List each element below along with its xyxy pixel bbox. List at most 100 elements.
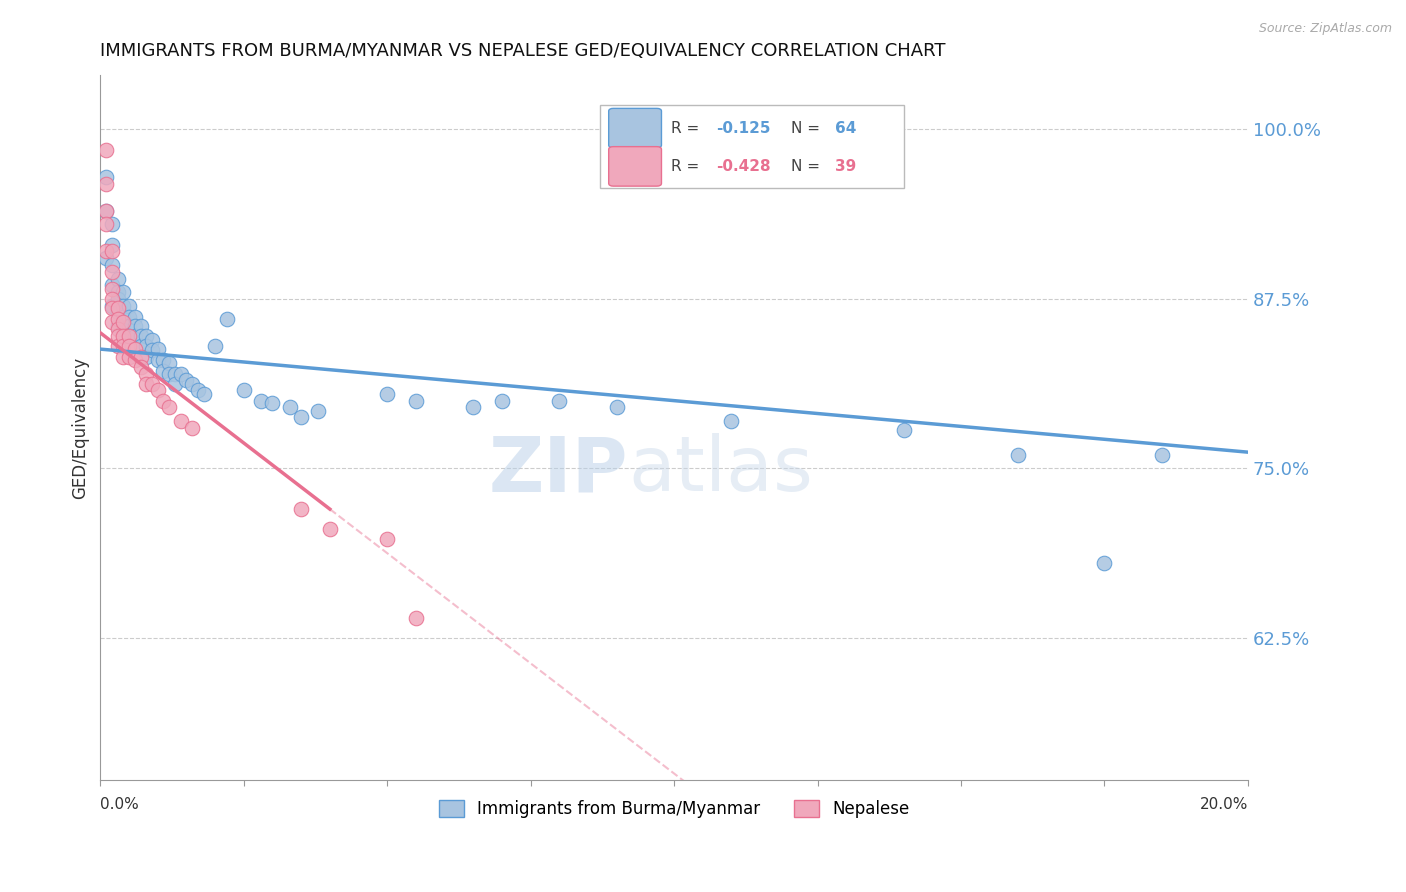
Point: [181, 421, 204, 435]
Point: [101, 299, 124, 313]
Point: [135, 339, 157, 353]
Point: [141, 343, 163, 358]
Point: [94, 252, 117, 266]
Point: [187, 383, 209, 397]
Point: [129, 339, 152, 353]
Point: [215, 312, 238, 326]
Point: [170, 367, 193, 381]
Point: [124, 310, 146, 324]
Point: [129, 350, 152, 364]
Point: [129, 359, 152, 374]
Point: [107, 271, 129, 285]
Point: [146, 342, 169, 356]
Point: [94, 169, 117, 184]
Point: [405, 610, 427, 624]
Point: [1007, 448, 1029, 462]
Point: [94, 218, 117, 232]
Point: [463, 401, 485, 415]
Text: Source: ZipAtlas.com: Source: ZipAtlas.com: [1258, 22, 1392, 36]
Point: [129, 319, 152, 334]
Point: [118, 328, 141, 343]
Point: [176, 373, 198, 387]
Point: [101, 265, 124, 279]
Point: [94, 203, 117, 218]
Point: [101, 278, 124, 293]
Text: N =: N =: [792, 120, 825, 136]
Point: [107, 339, 129, 353]
Point: [118, 339, 141, 353]
Point: [101, 301, 124, 316]
Text: -0.125: -0.125: [717, 120, 770, 136]
Point: [118, 310, 141, 324]
Text: -0.428: -0.428: [717, 159, 770, 174]
Text: IMMIGRANTS FROM BURMA/MYANMAR VS NEPALESE GED/EQUIVALENCY CORRELATION CHART: IMMIGRANTS FROM BURMA/MYANMAR VS NEPALES…: [100, 42, 946, 60]
Point: [118, 299, 141, 313]
Legend: Immigrants from Burma/Myanmar, Nepalese: Immigrants from Burma/Myanmar, Nepalese: [432, 793, 915, 825]
Text: 0.0%: 0.0%: [100, 797, 139, 812]
Point: [146, 383, 169, 397]
Point: [107, 285, 129, 300]
Point: [141, 377, 163, 392]
FancyBboxPatch shape: [599, 105, 904, 188]
Point: [152, 393, 174, 408]
Text: N =: N =: [792, 159, 825, 174]
Point: [107, 319, 129, 334]
Point: [250, 393, 273, 408]
Point: [112, 299, 135, 313]
Point: [204, 339, 226, 353]
Point: [107, 305, 129, 319]
Point: [101, 292, 124, 306]
Point: [152, 364, 174, 378]
Text: ZIP: ZIP: [489, 433, 628, 507]
Point: [152, 353, 174, 368]
Point: [146, 353, 169, 368]
Point: [101, 315, 124, 329]
Point: [112, 285, 135, 300]
Point: [405, 393, 427, 408]
Point: [157, 401, 180, 415]
Point: [112, 310, 135, 324]
Point: [124, 319, 146, 334]
Point: [375, 387, 398, 401]
Point: [157, 367, 180, 381]
Point: [278, 401, 301, 415]
Point: [118, 319, 141, 334]
Point: [94, 244, 117, 259]
Point: [135, 367, 157, 381]
Point: [107, 292, 129, 306]
Text: R =: R =: [671, 120, 704, 136]
Point: [491, 393, 513, 408]
Point: [129, 328, 152, 343]
Text: 39: 39: [835, 159, 856, 174]
Point: [232, 383, 254, 397]
Point: [163, 377, 186, 392]
Point: [375, 532, 398, 546]
Point: [124, 342, 146, 356]
Point: [262, 396, 284, 410]
Point: [101, 237, 124, 252]
Point: [141, 333, 163, 347]
Point: [94, 143, 117, 157]
Point: [720, 414, 742, 428]
Point: [112, 339, 135, 353]
Point: [112, 315, 135, 329]
Point: [606, 401, 628, 415]
Point: [1150, 448, 1173, 462]
Point: [107, 312, 129, 326]
Point: [112, 319, 135, 334]
Point: [181, 377, 204, 392]
Y-axis label: GED/Equivalency: GED/Equivalency: [72, 357, 89, 499]
Point: [170, 414, 193, 428]
Point: [1092, 557, 1115, 571]
Point: [94, 203, 117, 218]
Point: [101, 218, 124, 232]
Point: [135, 350, 157, 364]
Point: [124, 353, 146, 368]
Point: [193, 387, 215, 401]
Point: [893, 424, 915, 438]
Text: 64: 64: [835, 120, 856, 136]
Point: [290, 409, 312, 424]
Point: [101, 244, 124, 259]
Point: [157, 356, 180, 370]
Point: [290, 502, 312, 516]
